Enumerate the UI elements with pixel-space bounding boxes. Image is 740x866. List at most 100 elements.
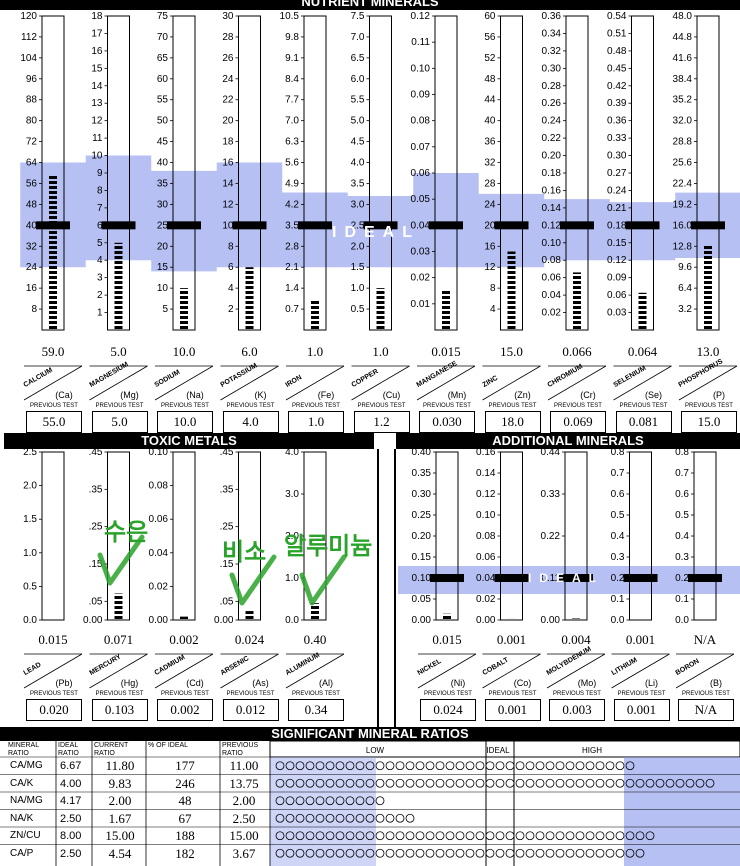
calcium-level-block [49,266,57,269]
ratio-circle [295,778,305,788]
ratio-circle [335,761,345,771]
ratio-circle [635,778,645,788]
manganese-tick-label: 0.04 [411,220,431,231]
ratio-circle [345,761,355,771]
iron-ideal-marker [298,221,332,230]
calcium-tick-label: 88 [26,95,38,106]
sodium-level-block [180,296,188,299]
cobalt-previous-label: PREVIOUS TEST [488,691,537,697]
phosphorus-level-block [704,326,712,329]
calcium-level-block [49,306,57,309]
sodium-tick-label: 35 [157,178,169,189]
magnesium-level-block [114,311,123,314]
ratio-scale-label-1: IDEAL [486,746,510,755]
sodium-tick-label: 55 [157,95,169,106]
potassium-tick-label: 8 [228,241,234,252]
calcium-level-block [49,196,57,199]
sodium-tick-label: 75 [157,11,169,22]
potassium-tick-label: 28 [222,32,234,43]
ratio-name: ZN/CU [10,830,41,841]
ideal-word-additional: IDEAL [528,571,604,585]
copper-tick-label: 4.5 [351,137,365,148]
ratio-circle [375,796,385,806]
chromium-tick-label: 0.06 [542,273,562,284]
ratio-ideal: 6.67 [60,760,82,772]
zinc-level-block [507,251,516,254]
ratio-circle [645,831,655,841]
sodium-level-block [180,301,188,304]
boron-tick-label: 0.4 [675,531,689,542]
boron-tick-label: 0.5 [675,510,689,521]
selenium-level-block [638,321,647,324]
ratio-circle [385,813,395,823]
zinc-tick-label: 28 [484,178,496,189]
lithium-tick-label: 0.0 [611,615,625,626]
manganese-name-slant [416,365,476,401]
ratio-circle [615,848,625,858]
copper-level-block [376,306,385,309]
selenium-tick-label: 0.18 [607,220,627,231]
manganese-previous-value: 0.030 [419,411,475,433]
ratio-circle [445,761,455,771]
ratio-circle [405,778,415,788]
copper-tick-label: 0.5 [351,304,365,315]
manganese-level-block [442,306,450,309]
additional-title: ADDITIONAL MINERALS [492,433,644,448]
ratio-circle [525,831,535,841]
magnesium-tick-label: 15 [91,63,103,74]
potassium-tick-label: 14 [222,178,234,189]
chromium-tick-label: 0.28 [542,81,562,92]
boron-column [693,451,717,621]
ratio-circle [445,778,455,788]
manganese-tick-label: 0.12 [411,11,431,22]
lead-previous-value: 0.020 [26,699,82,721]
chromium-tick-label: 0.32 [542,46,562,57]
ratio-circle [425,761,435,771]
iron-previous-label: PREVIOUS TEST [292,403,340,409]
ratio-current: 15.00 [105,828,135,843]
selenium-tick-label: 0.48 [607,46,627,57]
ratio-circle [295,761,305,771]
ratio-previous: 11.00 [229,758,259,773]
iron-level-block [311,306,319,309]
magnesium-level-block [114,286,123,289]
manganese-level-block [442,321,450,324]
ratio-circle [295,796,305,806]
ratio-circle [585,848,595,858]
ratio-circle [345,778,355,788]
ratio-circle [385,848,395,858]
ratio-circle [485,778,495,788]
zinc-level-block [507,326,516,329]
ratio-circle [305,813,315,823]
phosphorus-ideal-marker [691,221,725,230]
potassium-level-block [245,286,254,289]
potassium-level-block [245,316,254,319]
iron-tick-label: 0.7 [285,304,299,315]
calcium-tick-label: 8 [31,304,37,315]
chromium-level-block [573,326,581,329]
copper-tick-label: 7.0 [351,32,365,43]
boron-value: N/A [693,632,717,647]
molybdenum-column [564,451,588,621]
ratio-circle [585,761,595,771]
selenium-tick-label: 0.33 [607,133,627,144]
iron-previous-value: 1.0 [288,411,344,433]
ratio-circle [385,761,395,771]
ratio-circle [535,778,545,788]
ratio-circle [565,761,575,771]
zinc-level-block [507,286,516,289]
aluminum-tick-label: 4.0 [285,447,299,458]
iron-level-block [311,316,319,319]
calcium-value: 59.0 [41,344,65,359]
potassium-tick-label: 16 [222,158,234,169]
phosphorus-level-block [704,296,712,299]
phosphorus-level-block [704,281,712,284]
molybdenum-previous-value: 0.003 [549,699,605,721]
calcium-level-block [49,286,57,289]
boron-tick-label: 0.8 [675,447,689,458]
magnesium-tick-label: 10 [91,151,103,162]
manganese-level-block [442,296,450,299]
ideal-word-nutrient: IDEAL [332,224,420,241]
nickel-previous-value: 0.024 [420,699,476,721]
potassium-level-block [245,296,254,299]
